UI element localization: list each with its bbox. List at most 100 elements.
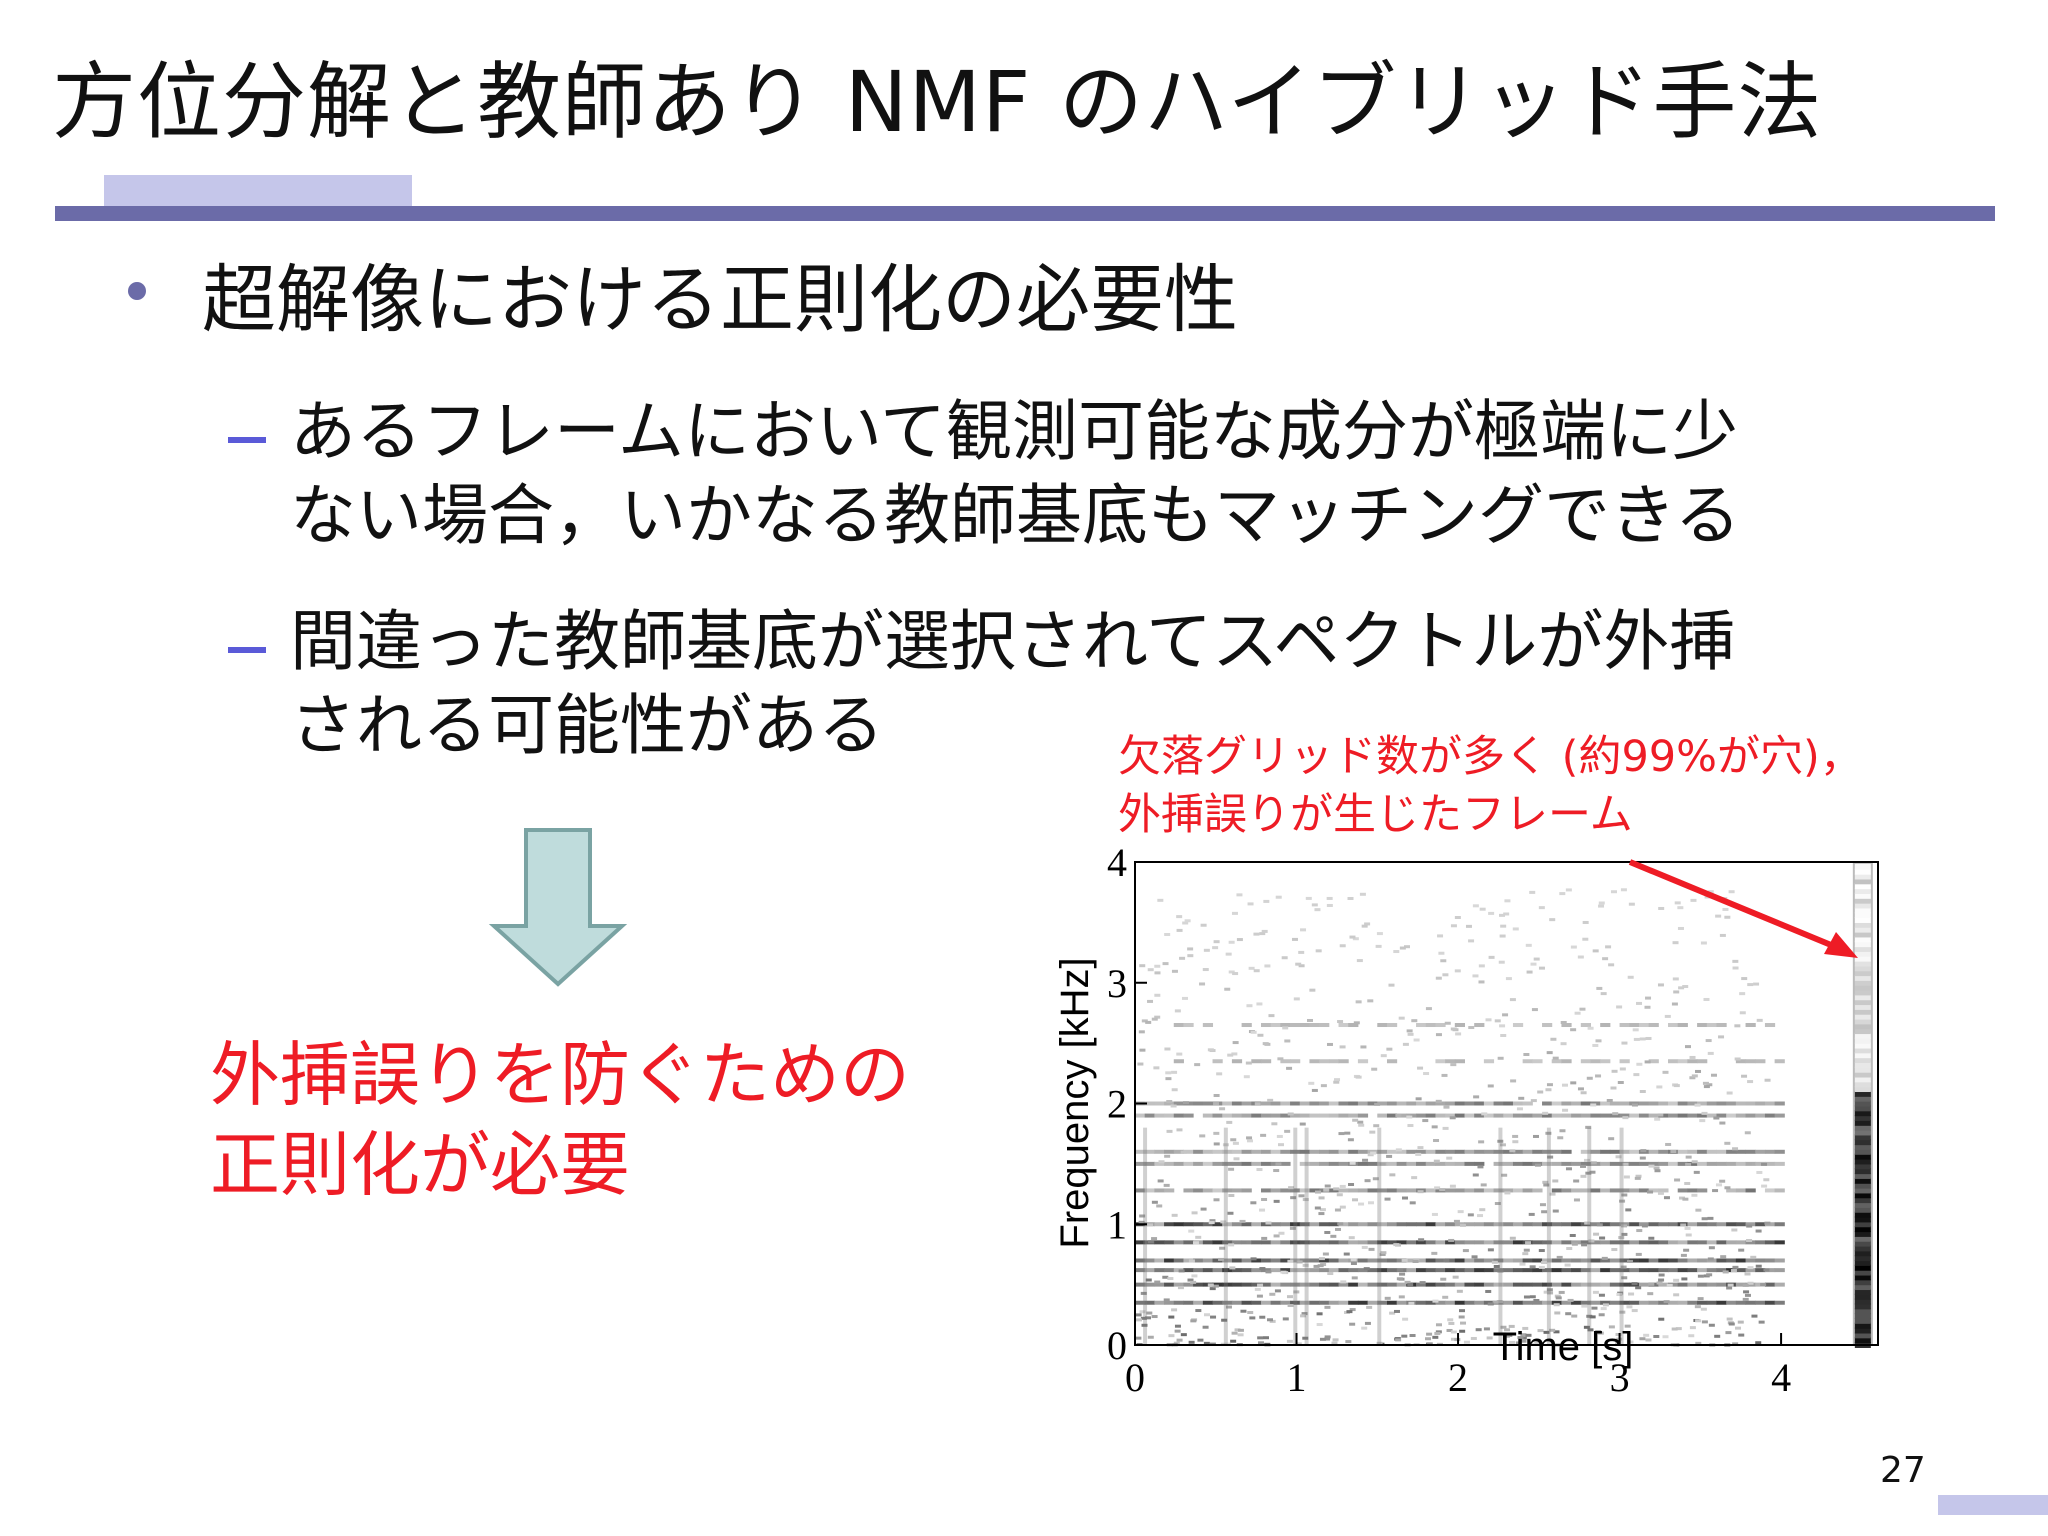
spectrogram-cell xyxy=(1628,902,1635,906)
spectrogram-cell xyxy=(1384,1197,1391,1201)
spectrogram-cell xyxy=(1539,1203,1546,1207)
spectrogram-cell xyxy=(1774,1113,1785,1118)
spectrogram-cell xyxy=(1464,1268,1475,1273)
spectrogram-cell xyxy=(1599,1236,1606,1240)
spectrogram-cell xyxy=(1154,964,1161,968)
spectrogram-cell xyxy=(1348,1113,1359,1118)
spectrogram-cell xyxy=(1260,1161,1272,1166)
spectrogram-cell xyxy=(1328,1300,1340,1305)
spectrogram-cell xyxy=(1745,1240,1756,1245)
spectrogram-cell xyxy=(1559,1129,1566,1133)
spectrogram-cell xyxy=(1546,1051,1553,1055)
highlighted-frame-cell xyxy=(1854,1172,1871,1179)
spectrogram-cell xyxy=(1764,1161,1776,1166)
spectrogram-cell xyxy=(1615,1341,1622,1345)
footer-accent-bar xyxy=(1938,1495,2048,1515)
spectrogram-cell xyxy=(1202,1161,1214,1166)
spectrogram-cell xyxy=(1232,1041,1239,1045)
spectrogram-cell xyxy=(1510,1079,1517,1083)
spectrogram-cell xyxy=(1144,1161,1155,1166)
spectrogram-cell xyxy=(1171,1213,1178,1217)
spectrogram-cell xyxy=(1280,1270,1287,1274)
spectrogram-cell xyxy=(1648,1240,1659,1245)
spectrogram-cell xyxy=(1173,1023,1184,1028)
spectrogram-cell xyxy=(1290,1149,1301,1154)
spectrogram-cell xyxy=(1455,1032,1462,1036)
spectrogram-cell xyxy=(1774,1300,1785,1305)
spectrogram-cell xyxy=(1197,1338,1204,1342)
spectrogram-cell xyxy=(1190,1319,1197,1323)
spectrogram-cell xyxy=(1522,1326,1529,1330)
x-tick-label: 1 xyxy=(1287,1355,1307,1400)
highlighted-frame-cell xyxy=(1854,912,1871,919)
highlighted-frame-cell xyxy=(1854,1259,1871,1266)
spectrogram-cell xyxy=(1352,937,1359,941)
spectrogram-cell xyxy=(1241,1161,1252,1166)
spectrogram-cell xyxy=(1219,1246,1226,1250)
spectrogram-cell xyxy=(1334,1208,1341,1212)
spectrogram-cell xyxy=(1348,1300,1359,1305)
spectrogram-cell xyxy=(1245,1061,1252,1065)
spectrogram-cell xyxy=(1364,1179,1371,1183)
spectrogram-cell xyxy=(1588,1239,1595,1243)
spectrogram-cell xyxy=(1396,1188,1407,1193)
spectrogram-cell xyxy=(1406,1115,1413,1119)
spectrogram-cell xyxy=(1426,1342,1433,1346)
spectrogram-cell xyxy=(1348,1023,1359,1028)
spectrogram-cell xyxy=(1380,1054,1387,1058)
spectrogram-cell xyxy=(1668,1113,1679,1118)
spectrogram-cell xyxy=(1231,1161,1243,1166)
spectrogram-cell xyxy=(1401,1334,1408,1338)
spectrogram-cell xyxy=(1695,1208,1702,1212)
spectrogram-cell xyxy=(1571,1258,1582,1263)
spectrogram-cell xyxy=(1273,1234,1280,1238)
spectrogram-cell xyxy=(1140,1291,1147,1295)
spectrogram-cell xyxy=(1706,1268,1717,1273)
spectrogram-cell xyxy=(1299,1101,1310,1106)
spectrogram-cell xyxy=(1464,1222,1475,1227)
spectrogram-cell xyxy=(1522,1300,1533,1305)
annotation-text: 欠落グリッド数が多く (約99%が穴)， 外挿誤りが生じたフレーム xyxy=(1118,728,1863,844)
spectrogram-cell xyxy=(1286,1066,1293,1070)
spectrogram-cell xyxy=(1493,1222,1504,1227)
spectrogram-cell xyxy=(1338,1240,1349,1245)
highlighted-frame-cell xyxy=(1854,1288,1871,1295)
highlighted-frame-cell xyxy=(1854,1148,1871,1155)
spectrogram-cell xyxy=(1600,1307,1607,1311)
spectrogram-cell xyxy=(1168,1315,1175,1319)
spectrogram-cell xyxy=(1174,1009,1181,1013)
spectrogram-cell xyxy=(1639,1337,1646,1341)
spectrogram-cell xyxy=(1164,1154,1171,1158)
spectrogram-cell xyxy=(1271,1122,1278,1126)
spectrogram-cell xyxy=(1250,1030,1257,1034)
spectrogram-cell xyxy=(1373,1124,1380,1128)
sub-bullet-dash xyxy=(228,437,266,443)
spectrogram-cell xyxy=(1231,1059,1243,1064)
spectrogram-cell xyxy=(1520,1336,1527,1340)
spectrogram-cell xyxy=(1638,1188,1650,1193)
spectrogram-cell xyxy=(1542,1300,1553,1305)
highlighted-frame-cell xyxy=(1854,1332,1871,1339)
spectrogram-cell xyxy=(1464,1282,1475,1287)
spectrogram-cell xyxy=(1326,1042,1333,1046)
spectrogram-cell xyxy=(1337,1222,1344,1226)
spectrogram-cell xyxy=(1256,1002,1263,1006)
spectrogram-cell xyxy=(1464,1113,1475,1118)
spectrogram-cell xyxy=(1367,1222,1378,1227)
spectrogram-cell xyxy=(1571,1300,1582,1305)
highlighted-frame-cell xyxy=(1854,878,1871,885)
spectrogram-cell xyxy=(1503,1188,1514,1193)
spectrogram-cell xyxy=(1638,1161,1650,1166)
spectrogram-cell xyxy=(1512,1134,1519,1138)
spectrogram-cell xyxy=(1173,1222,1184,1227)
spectrogram-cell xyxy=(1425,1282,1436,1287)
spectrogram-cell xyxy=(1350,1258,1357,1262)
spectrogram-cell xyxy=(1176,1338,1183,1342)
spectrogram-cell xyxy=(1549,1192,1556,1196)
spectrogram-cell xyxy=(1619,1023,1630,1028)
spectrogram-cell xyxy=(1177,1286,1184,1290)
highlighted-frame-cell xyxy=(1854,1037,1871,1044)
spectrogram-cell xyxy=(1553,1330,1560,1334)
spectrogram-cell xyxy=(1222,1161,1233,1166)
spectrogram-cell xyxy=(1658,1278,1665,1282)
